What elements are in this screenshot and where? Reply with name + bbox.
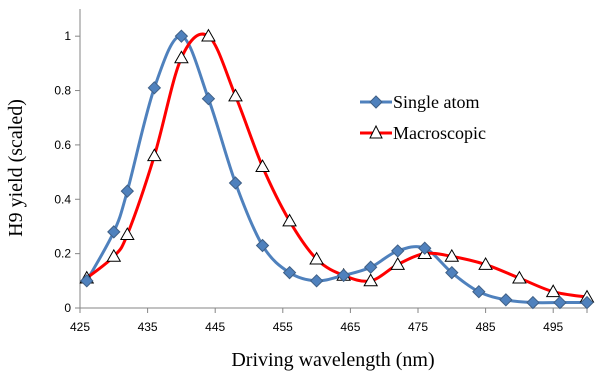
x-tick-label: 475: [408, 320, 428, 334]
series-line-macroscopic: [85, 32, 588, 299]
data-point-single-atom: [309, 274, 324, 288]
legend-marker-macroscopic: [369, 124, 383, 139]
y-axis-title: H9 yield (scaled): [5, 99, 27, 237]
data-point-single-atom: [553, 295, 567, 310]
x-tick-label: 495: [543, 320, 563, 334]
legend-entry-macroscopic: Macroscopic: [360, 123, 486, 143]
data-point-macroscopic: [282, 213, 297, 227]
data-point-single-atom: [336, 268, 351, 283]
data-point-single-atom: [174, 29, 189, 43]
y-tick-label: 1: [64, 29, 71, 43]
data-point-single-atom: [580, 295, 594, 310]
y-tick-label: 0.6: [54, 138, 71, 152]
legend-marker-single-atom: [369, 95, 383, 109]
y-tick-label: 0: [64, 301, 71, 315]
data-point-single-atom: [201, 91, 216, 106]
y-tick-label: 0.8: [54, 84, 71, 98]
x-tick-label: 485: [476, 320, 496, 334]
data-point-macroscopic: [390, 257, 406, 270]
data-point-macroscopic: [363, 273, 379, 287]
x-tick-label: 425: [70, 320, 90, 334]
data-point-macroscopic: [201, 28, 216, 42]
data-point-macroscopic: [478, 257, 493, 270]
data-point-single-atom: [80, 274, 94, 288]
data-point-single-atom: [499, 293, 513, 307]
data-point-macroscopic: [309, 251, 324, 265]
data-point-macroscopic: [444, 248, 460, 262]
data-point-macroscopic: [146, 148, 162, 162]
legend-entry-single-atom: Single atom: [360, 92, 480, 112]
x-tick-label: 435: [138, 320, 158, 334]
data-point-macroscopic: [228, 88, 243, 102]
data-point-macroscopic: [106, 248, 122, 262]
series-line-single-atom: [85, 34, 587, 305]
legend: Single atom Macroscopic: [360, 92, 486, 143]
x-tick-label: 445: [205, 320, 225, 334]
series-group: [79, 28, 595, 310]
data-point-macroscopic: [174, 50, 189, 64]
tick-labels-group: 0 0.2 0.4 0.6 0.8 1 425 435 445 455 465 475 485 495: [54, 29, 563, 334]
x-tick-label: 455: [273, 320, 293, 334]
data-point-macroscopic: [255, 159, 270, 173]
data-point-macroscopic: [545, 284, 561, 298]
legend-label-single-atom: Single atom: [393, 92, 480, 112]
data-point-single-atom: [282, 265, 297, 280]
data-point-single-atom: [255, 238, 270, 253]
data-point-single-atom: [391, 244, 405, 258]
data-point-macroscopic: [512, 270, 527, 284]
x-axis-title: Driving wavelength (nm): [231, 349, 434, 371]
data-point-single-atom: [147, 81, 162, 95]
y-tick-label: 0.4: [54, 192, 71, 206]
x-tick-label: 465: [340, 320, 360, 334]
data-point-single-atom: [107, 225, 121, 239]
legend-label-macroscopic: Macroscopic: [393, 123, 486, 143]
data-point-single-atom: [120, 184, 135, 198]
data-point-single-atom: [526, 295, 540, 310]
axes-group: [75, 9, 588, 313]
data-point-macroscopic: [119, 227, 135, 240]
data-point-single-atom: [228, 176, 243, 190]
y-tick-label: 0.2: [54, 247, 71, 261]
data-point-single-atom: [472, 284, 486, 299]
data-point-single-atom: [418, 241, 432, 255]
data-point-single-atom: [363, 260, 378, 274]
data-point-single-atom: [445, 265, 459, 280]
